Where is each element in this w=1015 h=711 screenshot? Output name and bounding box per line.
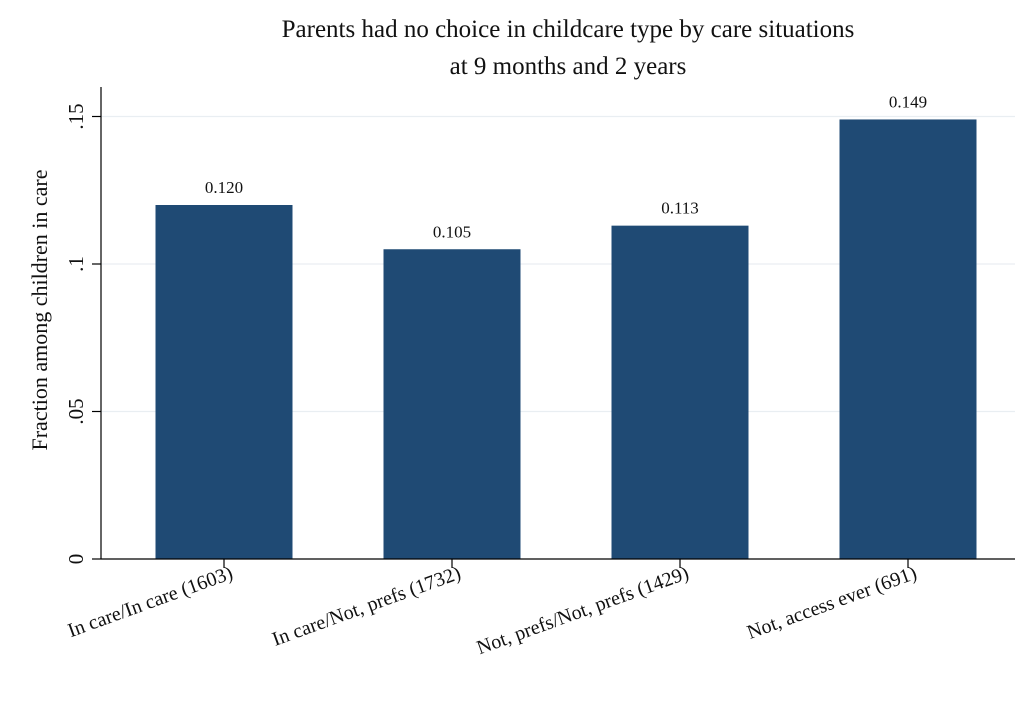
x-category-label: In care/Not, prefs (1732) [269, 562, 463, 651]
bar-value-label: 0.105 [433, 222, 471, 241]
bar-value-label: 0.149 [889, 92, 927, 111]
bar [611, 225, 749, 559]
y-tick-label: .1 [64, 256, 88, 272]
y-tick-label: 0 [64, 554, 88, 565]
bar [155, 205, 293, 559]
y-tick-label: .05 [64, 398, 88, 424]
x-category-label: Not, access ever (691) [744, 562, 920, 644]
bar [839, 119, 977, 559]
axis-layer [92, 87, 1015, 568]
bar-layer [155, 119, 977, 559]
bar-value-label: 0.120 [205, 178, 243, 197]
y-axis-title: Fraction among children in care [27, 169, 52, 450]
chart-title-line-1: Parents had no choice in childcare type … [282, 16, 855, 43]
bar [383, 249, 521, 559]
y-tick-label: .15 [64, 103, 88, 129]
bar-value-label: 0.113 [661, 199, 699, 218]
x-category-label: In care/In care (1603) [65, 562, 236, 642]
x-category-label: Not, prefs/Not, prefs (1429) [474, 562, 692, 659]
chart-title-line-2: at 9 months and 2 years [450, 53, 687, 80]
